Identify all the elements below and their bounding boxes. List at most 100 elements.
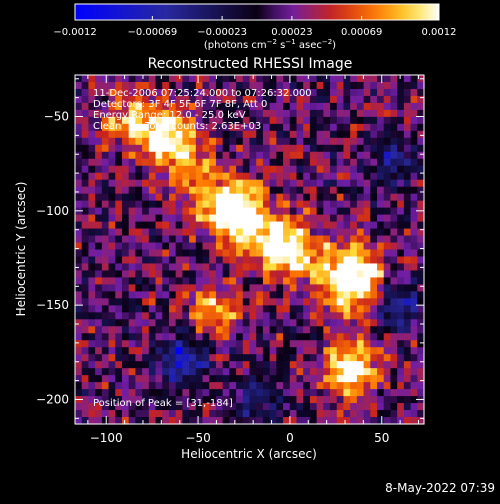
heatmap-cell [276,242,284,251]
heatmap-cell [75,221,83,230]
heatmap-cell [249,305,257,313]
heatmap-cell [88,235,96,244]
heatmap-cell [316,340,324,348]
heatmap-cell [115,277,123,285]
heatmap-cell [323,144,331,153]
heatmap-cell [303,88,311,97]
heatmap-cell [135,249,143,258]
heatmap-cell [316,193,324,202]
heatmap-cell [283,382,291,390]
heatmap-cell [75,354,83,362]
heatmap-cell [336,200,345,209]
heatmap-cell [336,333,345,341]
heatmap-cell [229,389,237,397]
heatmap-cell [202,130,210,139]
heatmap-cell [350,340,358,348]
heatmap-cell [81,249,90,258]
heatmap-cell [269,298,277,306]
heatmap-cell [262,256,271,265]
heatmap-cell [88,75,96,83]
heatmap-cell [121,102,130,111]
heatmap-cell [81,228,90,237]
annotation-method: Clean [93,121,122,132]
heatmap-cell [276,410,284,418]
heatmap-cell [410,186,418,195]
heatmap-cell [383,326,392,334]
heatmap-cell [215,319,224,327]
heatmap-cell [121,172,130,181]
heatmap-cell [336,326,345,334]
heatmap-cell [383,123,392,132]
heatmap-cell [209,284,217,292]
heatmap-cell [222,193,230,202]
heatmap-cell [309,95,318,104]
heatmap-cell [283,116,291,125]
heatmap-cell [390,312,398,320]
heatmap-cell [242,382,251,390]
heatmap-cell [356,95,365,104]
heatmap-cell [356,200,365,209]
heatmap-cell [222,256,230,265]
heatmap-cell [276,368,284,376]
heatmap-cell [363,102,371,111]
heatmap-cell [323,137,331,146]
heatmap-cell [135,200,143,209]
heatmap-cell [209,319,217,327]
heatmap-cell [330,312,338,320]
heatmap-cell [296,270,304,279]
heatmap-cell [397,368,405,376]
heatmap-cell [363,172,371,181]
heatmap-cell [202,116,210,125]
heatmap-cell [283,144,291,153]
heatmap-cell [148,193,157,202]
heatmap-cell [175,88,183,97]
heatmap-cell [81,361,90,369]
heatmap-cell [88,340,96,348]
heatmap-cell [229,193,237,202]
heatmap-cell [343,319,351,327]
heatmap-cell [296,123,304,132]
heatmap-cell [209,249,217,258]
heatmap-cell [350,137,358,146]
heatmap-cell [128,396,136,404]
heatmap-cell [303,319,311,327]
heatmap-cell [209,193,217,202]
heatmap-cell [289,81,298,90]
heatmap-cell [209,214,217,223]
heatmap-cell [350,396,358,404]
heatmap-cell [81,158,90,167]
heatmap-cell [128,305,136,313]
heatmap-cell [377,95,385,104]
heatmap-cell [403,172,412,181]
heatmap-cell [189,284,197,292]
heatmap-cell [135,95,143,104]
heatmap-cell [155,319,163,327]
heatmap-cell [209,235,217,244]
heatmap-cell [262,417,271,425]
heatmap-cell [236,151,244,160]
heatmap-cell [276,256,284,265]
heatmap-cell [417,382,425,390]
heatmap-cell [95,263,103,272]
heatmap-cell [303,389,311,397]
heatmap-cell [88,165,96,174]
heatmap-cell [397,144,405,153]
heatmap-cell [182,340,190,348]
heatmap-cell [189,389,197,397]
heatmap-cell [249,249,257,258]
heatmap-cell [336,75,345,83]
heatmap-cell [148,284,157,292]
heatmap-cell [377,291,385,299]
heatmap-cell [289,396,298,404]
heatmap-cell [417,389,425,397]
heatmap-cell [182,81,190,90]
heatmap-cell [370,340,378,348]
heatmap-cell [142,277,150,285]
heatmap-cell [236,242,244,251]
heatmap-cell [403,228,412,237]
heatmap-cell [101,193,110,202]
heatmap-cell [242,347,251,355]
heatmap-cell [108,144,116,153]
heatmap-cell [229,235,237,244]
heatmap-cell [269,179,277,188]
